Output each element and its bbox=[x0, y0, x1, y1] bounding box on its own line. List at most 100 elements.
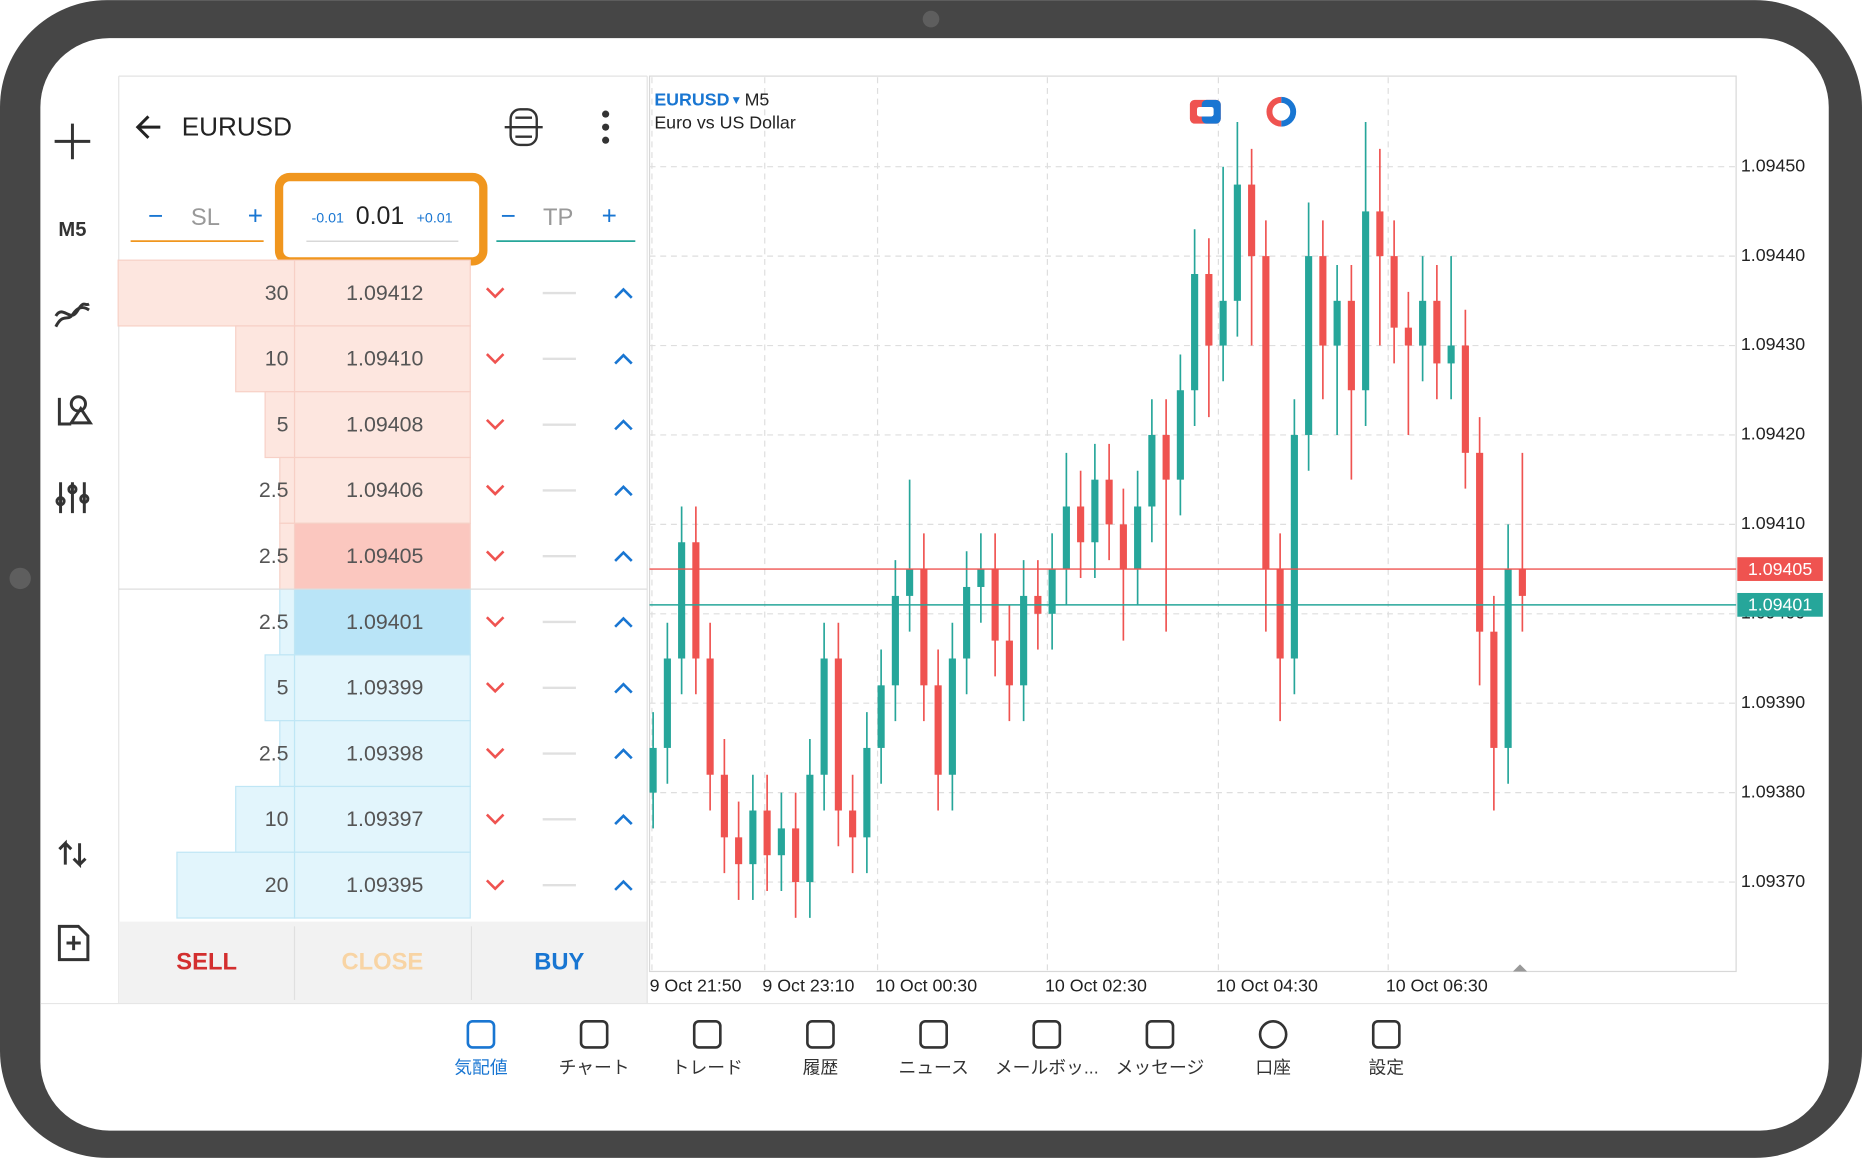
timeframe-button[interactable]: M5 bbox=[58, 219, 86, 241]
candle-body bbox=[1233, 184, 1241, 301]
menu-button[interactable] bbox=[602, 110, 610, 144]
candle-body bbox=[1461, 345, 1469, 453]
y-tick-label: 1.09420 bbox=[1741, 424, 1805, 444]
sl-field[interactable]: SL bbox=[191, 204, 220, 231]
buy-limit-button[interactable] bbox=[614, 287, 633, 299]
price-label: 1.09408 bbox=[346, 412, 423, 436]
buy-limit-button[interactable] bbox=[614, 485, 633, 497]
bid-price-tag bbox=[1737, 592, 1823, 617]
sl-plus[interactable]: + bbox=[248, 200, 263, 230]
one-click-trading-icon[interactable] bbox=[1189, 99, 1221, 124]
nav-icon bbox=[692, 1020, 722, 1049]
volume-bar bbox=[235, 325, 296, 393]
sell-button[interactable]: SELL bbox=[176, 948, 237, 975]
buy-limit-button[interactable] bbox=[614, 813, 633, 826]
buy-limit-button[interactable] bbox=[614, 682, 633, 694]
volume-bar bbox=[117, 259, 296, 327]
nav-icon bbox=[466, 1020, 496, 1049]
back-button[interactable] bbox=[135, 115, 161, 139]
indicators-button[interactable] bbox=[54, 302, 90, 328]
sell-limit-button[interactable] bbox=[485, 484, 505, 496]
nav-label: ニュース bbox=[898, 1058, 968, 1078]
buy-limit-button[interactable] bbox=[614, 879, 633, 891]
sell-limit-button[interactable] bbox=[485, 550, 505, 562]
nav-item[interactable]: 履歴 bbox=[803, 1020, 839, 1078]
nav-item[interactable]: 気配値 bbox=[454, 1020, 508, 1078]
signal-icon[interactable] bbox=[1266, 96, 1297, 127]
chart-symbol[interactable]: EURUSD bbox=[654, 90, 729, 110]
nav-item[interactable]: メッセージ bbox=[1116, 1020, 1205, 1078]
tp-plus[interactable]: + bbox=[602, 200, 617, 230]
sell-limit-button[interactable] bbox=[485, 682, 505, 694]
y-tick-label: 1.09450 bbox=[1741, 155, 1805, 175]
nav-item[interactable]: 設定 bbox=[1368, 1020, 1404, 1078]
buy-limit-button[interactable] bbox=[614, 550, 633, 562]
sell-limit-button[interactable] bbox=[485, 616, 505, 628]
candle-body bbox=[1276, 569, 1284, 659]
nav-icon bbox=[1032, 1020, 1062, 1049]
sell-limit-button[interactable] bbox=[485, 879, 505, 891]
sell-limit-button[interactable] bbox=[485, 353, 505, 365]
candle-body bbox=[1504, 569, 1512, 748]
price-cell bbox=[293, 720, 471, 788]
candle-body bbox=[849, 810, 857, 838]
crosshair-button[interactable] bbox=[54, 123, 91, 160]
nav-icon bbox=[1371, 1020, 1401, 1049]
x-tick-label: 10 Oct 06:30 bbox=[1386, 976, 1488, 996]
candle-body bbox=[649, 747, 657, 793]
candle-body bbox=[834, 658, 842, 811]
nav-icon bbox=[806, 1020, 835, 1049]
symbol-dropdown[interactable]: ▼ bbox=[730, 93, 742, 107]
sell-limit-button[interactable] bbox=[485, 813, 505, 825]
price-label: 1.09412 bbox=[346, 281, 423, 305]
candle-body bbox=[977, 569, 985, 587]
candle-body bbox=[1262, 256, 1270, 570]
tp-minus[interactable]: − bbox=[501, 200, 516, 230]
candle-body bbox=[1333, 300, 1341, 346]
chart: 1.09450 1.09440 1.09430 1.09420 1.09410 1.094… bbox=[649, 77, 1823, 996]
buy-limit-button[interactable] bbox=[614, 419, 633, 431]
nav-item[interactable]: ニュース bbox=[898, 1020, 969, 1078]
candle-body bbox=[749, 810, 757, 865]
candle-body bbox=[1205, 274, 1213, 346]
volume-label: 5 bbox=[277, 676, 289, 700]
one-click-button[interactable] bbox=[504, 108, 543, 147]
candle-body bbox=[1390, 256, 1398, 328]
lot-plus[interactable]: +0.01 bbox=[417, 210, 453, 226]
buy-limit-button[interactable] bbox=[614, 748, 633, 760]
candle-body bbox=[1476, 452, 1484, 632]
nav-item[interactable]: メールボッ... bbox=[995, 1020, 1099, 1078]
y-tick-label: 1.09410 bbox=[1741, 513, 1805, 533]
close-button[interactable]: CLOSE bbox=[341, 948, 423, 975]
tp-field[interactable]: TP bbox=[543, 204, 573, 231]
objects-button[interactable] bbox=[57, 395, 94, 426]
nav-item[interactable]: トレード bbox=[672, 1020, 743, 1078]
sell-limit-button[interactable] bbox=[485, 287, 505, 299]
nav-item[interactable]: 口座 bbox=[1255, 1020, 1291, 1078]
candle-body bbox=[1347, 300, 1355, 391]
volume-label: 2.5 bbox=[259, 741, 289, 765]
sell-limit-button[interactable] bbox=[485, 747, 505, 759]
lot-volume[interactable]: 0.01 bbox=[356, 202, 405, 230]
candle-body bbox=[706, 658, 714, 775]
y-tick-label: 1.09430 bbox=[1741, 334, 1805, 354]
price-cell bbox=[293, 851, 471, 919]
settings-button[interactable] bbox=[55, 482, 90, 514]
sell-limit-button[interactable] bbox=[485, 418, 505, 431]
lot-minus[interactable]: -0.01 bbox=[312, 210, 345, 226]
nav-icon bbox=[1145, 1020, 1175, 1049]
price-cell bbox=[293, 391, 471, 459]
buy-button[interactable]: BUY bbox=[534, 948, 584, 975]
new-order-button[interactable] bbox=[57, 924, 90, 962]
price-label: 1.09397 bbox=[346, 807, 423, 831]
price-label: 1.09405 bbox=[346, 544, 423, 568]
buy-limit-button[interactable] bbox=[614, 616, 633, 628]
candle-body bbox=[1305, 256, 1313, 435]
candle-body bbox=[1091, 479, 1099, 543]
sl-minus[interactable]: − bbox=[148, 200, 163, 230]
nav-label: メールボッ... bbox=[995, 1058, 1099, 1078]
depth-toggle-button[interactable] bbox=[58, 839, 87, 869]
nav-item[interactable]: チャート bbox=[559, 1020, 630, 1078]
buy-limit-button[interactable] bbox=[614, 353, 633, 365]
